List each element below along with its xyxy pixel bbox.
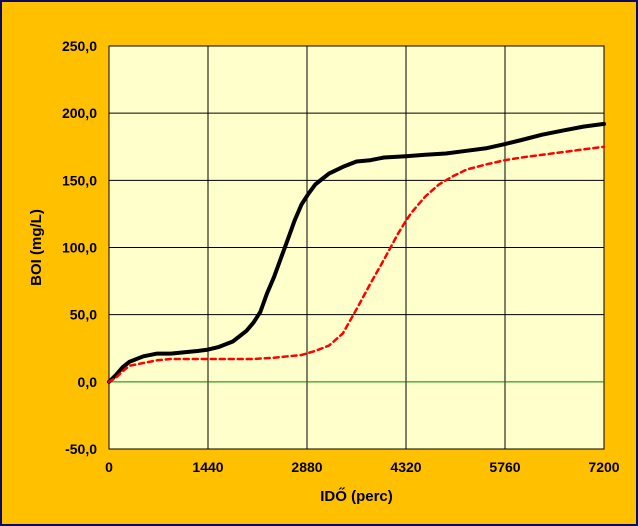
x-tick-label: 0 <box>105 459 113 475</box>
x-tick-labels: 0 1440 2880 4320 5760 7200 <box>105 459 620 475</box>
y-tick-label: 0,0 <box>78 374 98 390</box>
y-tick-label: 200,0 <box>62 105 97 121</box>
x-tick-label: 2880 <box>291 459 322 475</box>
x-tick-label: 1440 <box>192 459 223 475</box>
series-line-solid <box>107 121 606 384</box>
y-tick-label: 250,0 <box>62 38 97 54</box>
y-tick-label: 50,0 <box>70 307 97 323</box>
y-tick-label: 150,0 <box>62 172 97 188</box>
y-tick-label: -50,0 <box>65 441 97 457</box>
series-layer <box>107 121 606 384</box>
x-axis-title: IDŐ (perc) <box>320 487 393 505</box>
y-tick-label: 100,0 <box>62 240 97 256</box>
x-tick-label: 7200 <box>588 459 619 475</box>
y-tick-labels: -50,0 0,0 50,0 100,0 150,0 200,0 250,0 <box>62 38 97 457</box>
x-tick-label: 5760 <box>489 459 520 475</box>
y-axis-title: BOI (mg/L) <box>28 209 45 286</box>
x-tick-label: 4320 <box>390 459 421 475</box>
series-line-dashed <box>107 145 606 384</box>
